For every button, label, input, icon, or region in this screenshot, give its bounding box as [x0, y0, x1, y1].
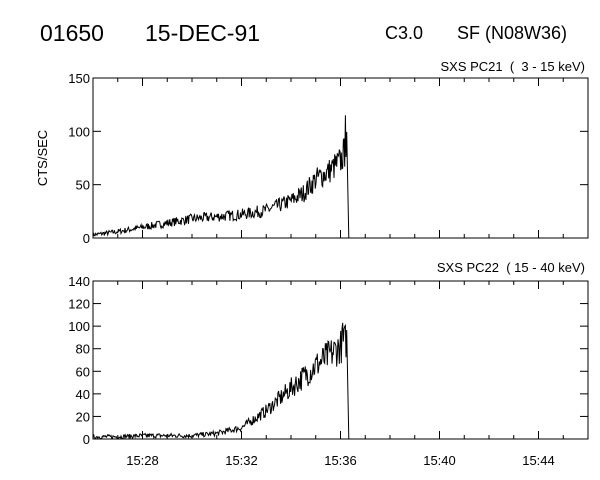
panel-title: SXS PC22 ( 15 - 40 keV): [437, 260, 585, 275]
goes-class-label: C3.0: [385, 23, 423, 43]
y-tick-label: 0: [83, 432, 90, 447]
series-line: [92, 115, 350, 239]
y-tick-label: 100: [68, 124, 90, 139]
y-tick-labels: 0 20 40 60 80 100 120 140: [68, 274, 90, 447]
figure-header: 01650 15-DEC-91 C3.0 SF (N08W36): [40, 20, 567, 46]
y-tick-label: 20: [76, 409, 90, 424]
y-axis-label: CTS/SEC: [35, 130, 50, 186]
plot-frame: [92, 280, 589, 440]
y-tick-label: 140: [68, 274, 90, 289]
panel-title: SXS PC21 ( 3 - 15 keV): [440, 59, 585, 74]
axis-ticks: [92, 77, 589, 239]
panel-sxs-pc21: SXS PC21 ( 3 - 15 keV) CTS/SEC 0 50 100 150: [35, 59, 589, 246]
event-id-label: 01650: [40, 20, 104, 46]
y-tick-label: 60: [76, 364, 90, 379]
y-tick-label: 100: [68, 319, 90, 334]
y-tick-label: 50: [76, 178, 90, 193]
axis-ticks: [92, 280, 589, 440]
y-tick-labels: 0 50 100 150: [68, 71, 90, 246]
x-tick-label: 15:28: [126, 453, 159, 468]
x-tick-labels: 15:28 15:32 15:36 15:40 15:44: [126, 453, 555, 468]
y-tick-label: 40: [76, 387, 90, 402]
y-tick-label: 80: [76, 342, 90, 357]
panel-sxs-pc22: SXS PC22 ( 15 - 40 keV) 0 20 40 60 80 100 120 1…: [68, 260, 589, 447]
series-line: [92, 322, 350, 440]
x-tick-label: 15:36: [324, 453, 357, 468]
y-tick-label: 150: [68, 71, 90, 86]
y-tick-label: 0: [83, 231, 90, 246]
y-tick-label: 120: [68, 297, 90, 312]
x-tick-label: 15:40: [423, 453, 456, 468]
date-label: 15-DEC-91: [145, 20, 260, 46]
x-tick-label: 15:44: [522, 453, 555, 468]
x-tick-label: 15:32: [225, 453, 258, 468]
flare-location-label: SF (N08W36): [457, 23, 567, 43]
